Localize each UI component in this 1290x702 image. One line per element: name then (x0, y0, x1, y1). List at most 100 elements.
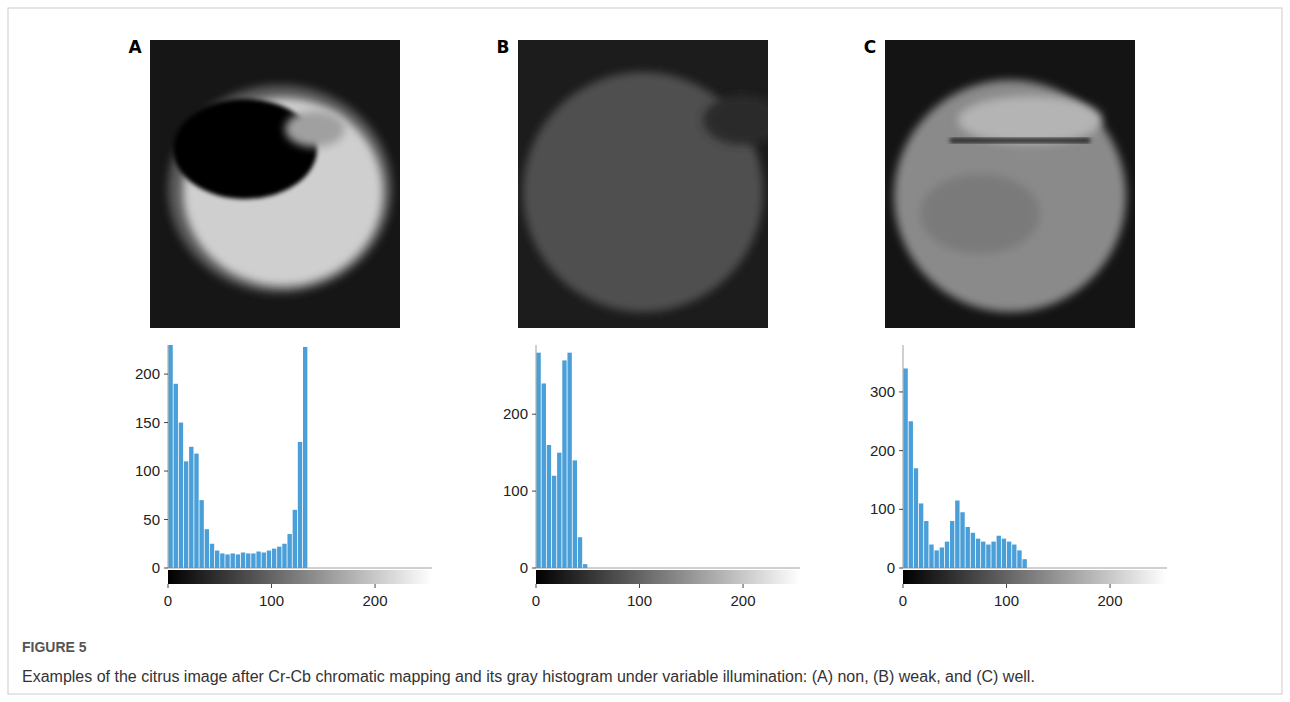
histogram-bar (210, 544, 214, 568)
bars (168, 345, 307, 568)
x-tick-label: 0 (532, 592, 540, 609)
histogram-bar (557, 453, 561, 568)
x-tick-label: 0 (164, 592, 172, 609)
histogram-bar (971, 533, 975, 568)
bars (536, 353, 587, 568)
shade (920, 174, 1040, 254)
shade (703, 95, 768, 145)
y-tick (899, 568, 903, 569)
y-axis-line (168, 345, 169, 568)
y-tick-label: 0 (520, 559, 528, 576)
fruit-body (894, 80, 1126, 312)
y-tick-label: 200 (503, 405, 528, 422)
histogram-bar (287, 534, 291, 568)
x-tick (1110, 584, 1111, 588)
gray-scale-bar (536, 570, 800, 584)
histogram-bar (903, 368, 907, 568)
x-tick (903, 584, 904, 588)
histogram-bar (997, 536, 1001, 568)
y-tick-label: 100 (135, 462, 160, 479)
histogram-bar (552, 476, 556, 568)
histogram-bar (199, 500, 203, 568)
panel-letter: B (497, 37, 510, 57)
histogram-bar (236, 554, 240, 568)
histogram-bar (1017, 550, 1021, 568)
x-tick (639, 584, 640, 588)
histogram-bar (246, 553, 250, 568)
bars (903, 368, 1026, 568)
y-tick-label: 50 (143, 511, 160, 528)
histogram-bar (277, 547, 281, 568)
x-tick (536, 584, 537, 588)
histogram-bar (986, 545, 990, 568)
image-content (894, 80, 1126, 312)
y-tick-label: 0 (152, 559, 160, 576)
histogram-bar (168, 345, 172, 568)
image-background (885, 40, 1135, 328)
x-axis-line (168, 568, 432, 569)
y-tick (164, 471, 168, 472)
histogram-bar (567, 353, 571, 568)
panel: B01002000100200 (497, 37, 800, 609)
histogram-bar (282, 544, 286, 568)
histogram-bar (1002, 539, 1006, 568)
histogram-bar (225, 554, 229, 568)
x-tick-label: 200 (363, 592, 388, 609)
histogram-bar (562, 360, 566, 568)
y-tick (164, 422, 168, 423)
histogram-bar (205, 529, 209, 568)
y-tick-label: 0 (887, 559, 895, 576)
histogram-bar (179, 423, 183, 568)
y-tick (164, 568, 168, 569)
image-content (523, 72, 768, 312)
histogram-bar (940, 547, 944, 568)
histogram-bar (981, 542, 985, 568)
y-tick-label: 200 (870, 442, 895, 459)
y-axis-line (903, 345, 904, 568)
x-tick-label: 100 (627, 592, 652, 609)
image-background (518, 40, 768, 328)
frame (8, 8, 1282, 694)
histogram-bar (960, 512, 964, 568)
gray-scale-bar (168, 570, 432, 584)
histogram-bar (945, 542, 949, 568)
histogram-bar (547, 445, 551, 568)
x-tick-label: 200 (1098, 592, 1123, 609)
highlight (958, 96, 1102, 144)
figure: A0501001502000100200B01002000100200C0100… (0, 0, 1290, 702)
histogram-bar (298, 442, 302, 568)
histogram-bar (950, 521, 954, 568)
y-tick-label: 150 (135, 414, 160, 431)
dark-line (950, 138, 1090, 143)
histogram-bar (189, 447, 193, 568)
x-tick (271, 584, 272, 588)
histogram-bar (231, 553, 235, 568)
y-tick-label: 100 (870, 500, 895, 517)
histogram-bar (293, 510, 297, 568)
y-tick (164, 374, 168, 375)
x-axis-line (536, 568, 800, 569)
histogram-bar (1022, 559, 1026, 568)
histogram-bar (542, 383, 546, 568)
gray-scale-bar (903, 570, 1167, 584)
panel-letter: A (128, 37, 142, 57)
x-tick (168, 584, 169, 588)
shade (285, 111, 345, 147)
y-tick (532, 568, 536, 569)
histogram-bar (303, 347, 307, 568)
x-tick (375, 584, 376, 588)
histogram-bar (220, 553, 224, 568)
x-tick (743, 584, 744, 588)
y-tick (532, 491, 536, 492)
x-tick-label: 200 (731, 592, 756, 609)
histogram-bar (241, 552, 245, 568)
histogram-bar (1007, 542, 1011, 568)
x-tick-label: 0 (899, 592, 907, 609)
figure-caption: Examples of the citrus image after Cr-Cb… (22, 668, 1035, 685)
histogram-bar (976, 539, 980, 568)
y-tick (899, 391, 903, 392)
image-content (168, 85, 392, 293)
panel-letter: C (864, 37, 876, 57)
histogram-bar (991, 542, 995, 568)
y-tick (899, 509, 903, 510)
